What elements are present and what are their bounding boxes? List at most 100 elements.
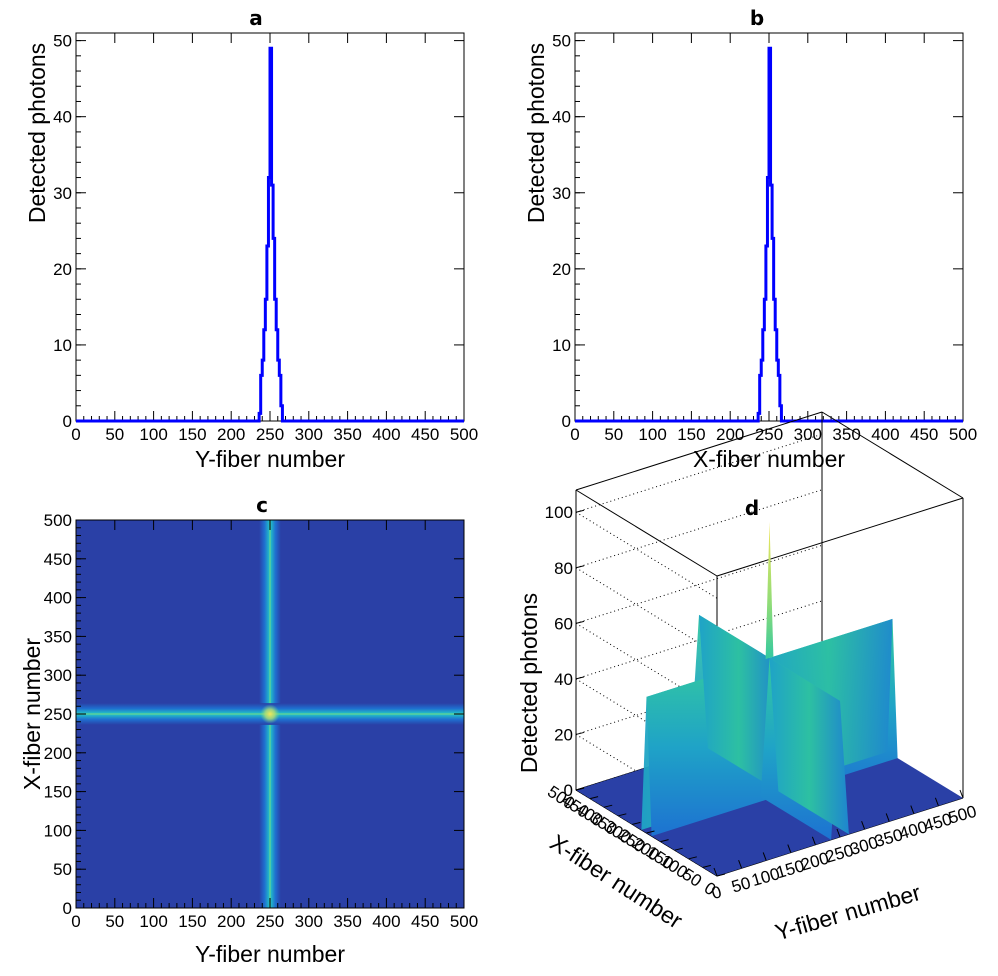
panel-c-ytick-label: 350 (44, 627, 72, 646)
panel-c-xtick-label: 150 (178, 912, 206, 931)
panel-b-ytick-label: 10 (552, 336, 571, 355)
panel-d-ztick-label: 80 (554, 559, 573, 578)
panel-b-xtick-label: 150 (677, 425, 705, 444)
panel-d-edge-top (575, 411, 823, 491)
panel-a-xtick-label: 150 (178, 425, 206, 444)
panel-a-xtick-label: 100 (139, 425, 167, 444)
panel-d-ztick-label: 100 (545, 503, 573, 522)
panel-c-xtick-label: 300 (295, 912, 323, 931)
panel-d-xtick (885, 813, 890, 822)
panel-c-xtick-label: 400 (372, 912, 400, 931)
panel-b-xtick-label: 350 (832, 425, 860, 444)
panel-b-xtick-label: 100 (638, 425, 666, 444)
panel-d-ztick (575, 731, 585, 735)
panel-c-xtick-label: 450 (411, 912, 439, 931)
panel-d-xtick (934, 797, 939, 806)
panel-d-edge-top (716, 497, 964, 577)
panel-d-xlabel: Y-fiber number (772, 879, 924, 945)
panel-a-xtick-label: 200 (217, 425, 245, 444)
panel-d-ztick-label: 40 (554, 670, 573, 689)
panel-b-ytick-label: 50 (552, 32, 571, 51)
panel-b-xtick-label: 0 (570, 425, 579, 444)
panel-d-edge-top (575, 489, 718, 577)
panel-d-grid-left (575, 511, 718, 599)
panel-c-ytick-label: 150 (44, 783, 72, 802)
panel-b-xlabel: X-fiber number (693, 446, 845, 472)
panel-c-ytick-label: 500 (44, 511, 72, 530)
panel-b-histogram: b 0 50 100 150 200 250 300 350 400 450 50001020304… (523, 6, 977, 472)
panel-d-xtick (836, 828, 841, 838)
panel-a-ytick-label: 10 (53, 336, 72, 355)
panel-a-xtick-label: 50 (105, 425, 124, 444)
panel-c-xtick-label: 100 (139, 912, 167, 931)
panel-d-xtick (762, 852, 767, 861)
panel-c-ytick-label: 250 (44, 705, 72, 724)
panel-c-xlabel: Y-fiber number (195, 941, 345, 967)
panel-d-ztick (575, 509, 585, 513)
panel-d-ytick (604, 804, 613, 808)
panel-b-xtick-label: 300 (794, 425, 822, 444)
panel-d-ztick-label: 60 (554, 614, 573, 633)
panel-b-xtick-label: 500 (949, 425, 977, 444)
panel-b-ytick-label: 30 (552, 184, 571, 203)
panel-a-series-line (76, 46, 464, 423)
panel-b-ylabel: Detected photons (523, 43, 549, 223)
panel-d-xtick (811, 836, 816, 845)
panel-d-ytick (674, 847, 683, 851)
panel-b-ytick-label: 40 (552, 108, 571, 127)
panel-d-ztick (575, 565, 585, 569)
panel-c-ticks: 0 50 100 150 200 250 300 350 400 450 500 0 50 100 150 2… (44, 511, 479, 931)
panel-d-ztick-label: 0 (564, 781, 573, 800)
panel-d-ridge-x-back-front (699, 614, 779, 792)
panel-a-xlabel: Y-fiber number (195, 446, 345, 472)
panel-b-ticks: 0 50 100 150 200 250 300 350 400 450 5000102030405… (552, 32, 977, 444)
panel-a-xtick-label: 350 (333, 425, 361, 444)
panel-c-ytick-label: 200 (44, 744, 72, 763)
panel-a-xtick-label: 0 (71, 425, 80, 444)
panel-c-xtick-label: 0 (71, 912, 80, 931)
panel-d-peak (765, 521, 774, 660)
panel-c-ytick-label: 50 (53, 860, 72, 879)
panel-d-grid-back (575, 544, 823, 624)
panel-d-xtick (713, 867, 718, 877)
panel-b-ytick-label: 20 (552, 260, 571, 279)
panel-b-xtick-label: 250 (755, 425, 783, 444)
panel-d-xtick (738, 860, 743, 869)
panel-c-ytick-label: 400 (44, 589, 72, 608)
panel-d-ytick (646, 830, 655, 834)
panel-c-xtick-label: 200 (217, 912, 245, 931)
panel-c-peak (260, 704, 280, 724)
panel-b-xtick-label: 400 (871, 425, 899, 444)
panel-d-ytick (716, 873, 726, 877)
panel-d-edge-top (821, 411, 964, 499)
panel-c-heatmap: c (19, 493, 478, 967)
panel-a-title: a (249, 6, 263, 30)
panel-d-xtick (787, 844, 792, 853)
panel-d-surface-patches (576, 521, 963, 876)
panel-c-title: c (256, 493, 268, 517)
panel-a-ytick-label: 20 (53, 260, 72, 279)
panel-a-ytick-label: 50 (53, 32, 72, 51)
panel-b-series-line (575, 46, 963, 423)
panel-d-xtick-label: 50 (729, 873, 752, 896)
panel-a-ticks: 0 50 100 150 200 250 300 350 400 450 500 0 10 20 30 40 5… (53, 32, 478, 444)
panel-d-xtick (861, 821, 866, 830)
panel-d-ridge-x-front-side (769, 657, 849, 835)
panel-c-ytick-label: 300 (44, 666, 72, 685)
panel-c-ytick-label: 450 (44, 550, 72, 569)
panel-a-ytick-label: 40 (53, 108, 72, 127)
panel-d-ytick (660, 839, 669, 843)
panel-c-xtick-label: 50 (105, 912, 124, 931)
panel-c-xtick-label: 350 (333, 912, 361, 931)
panel-b-ytick-label: 0 (562, 412, 571, 431)
panel-a-ytick-label: 0 (63, 412, 72, 431)
panel-d-ztick-label: 20 (554, 725, 573, 744)
panel-b-title: b (750, 6, 764, 30)
panel-d-zlabel: Detected photons (516, 593, 542, 773)
panel-b-xtick-label: 50 (604, 425, 623, 444)
panel-a-ytick-label: 30 (53, 184, 72, 203)
panel-c-xtick-label: 500 (450, 912, 478, 931)
panel-a-ylabel: Detected photons (24, 43, 50, 223)
panel-c-xtick-label: 250 (256, 912, 284, 931)
